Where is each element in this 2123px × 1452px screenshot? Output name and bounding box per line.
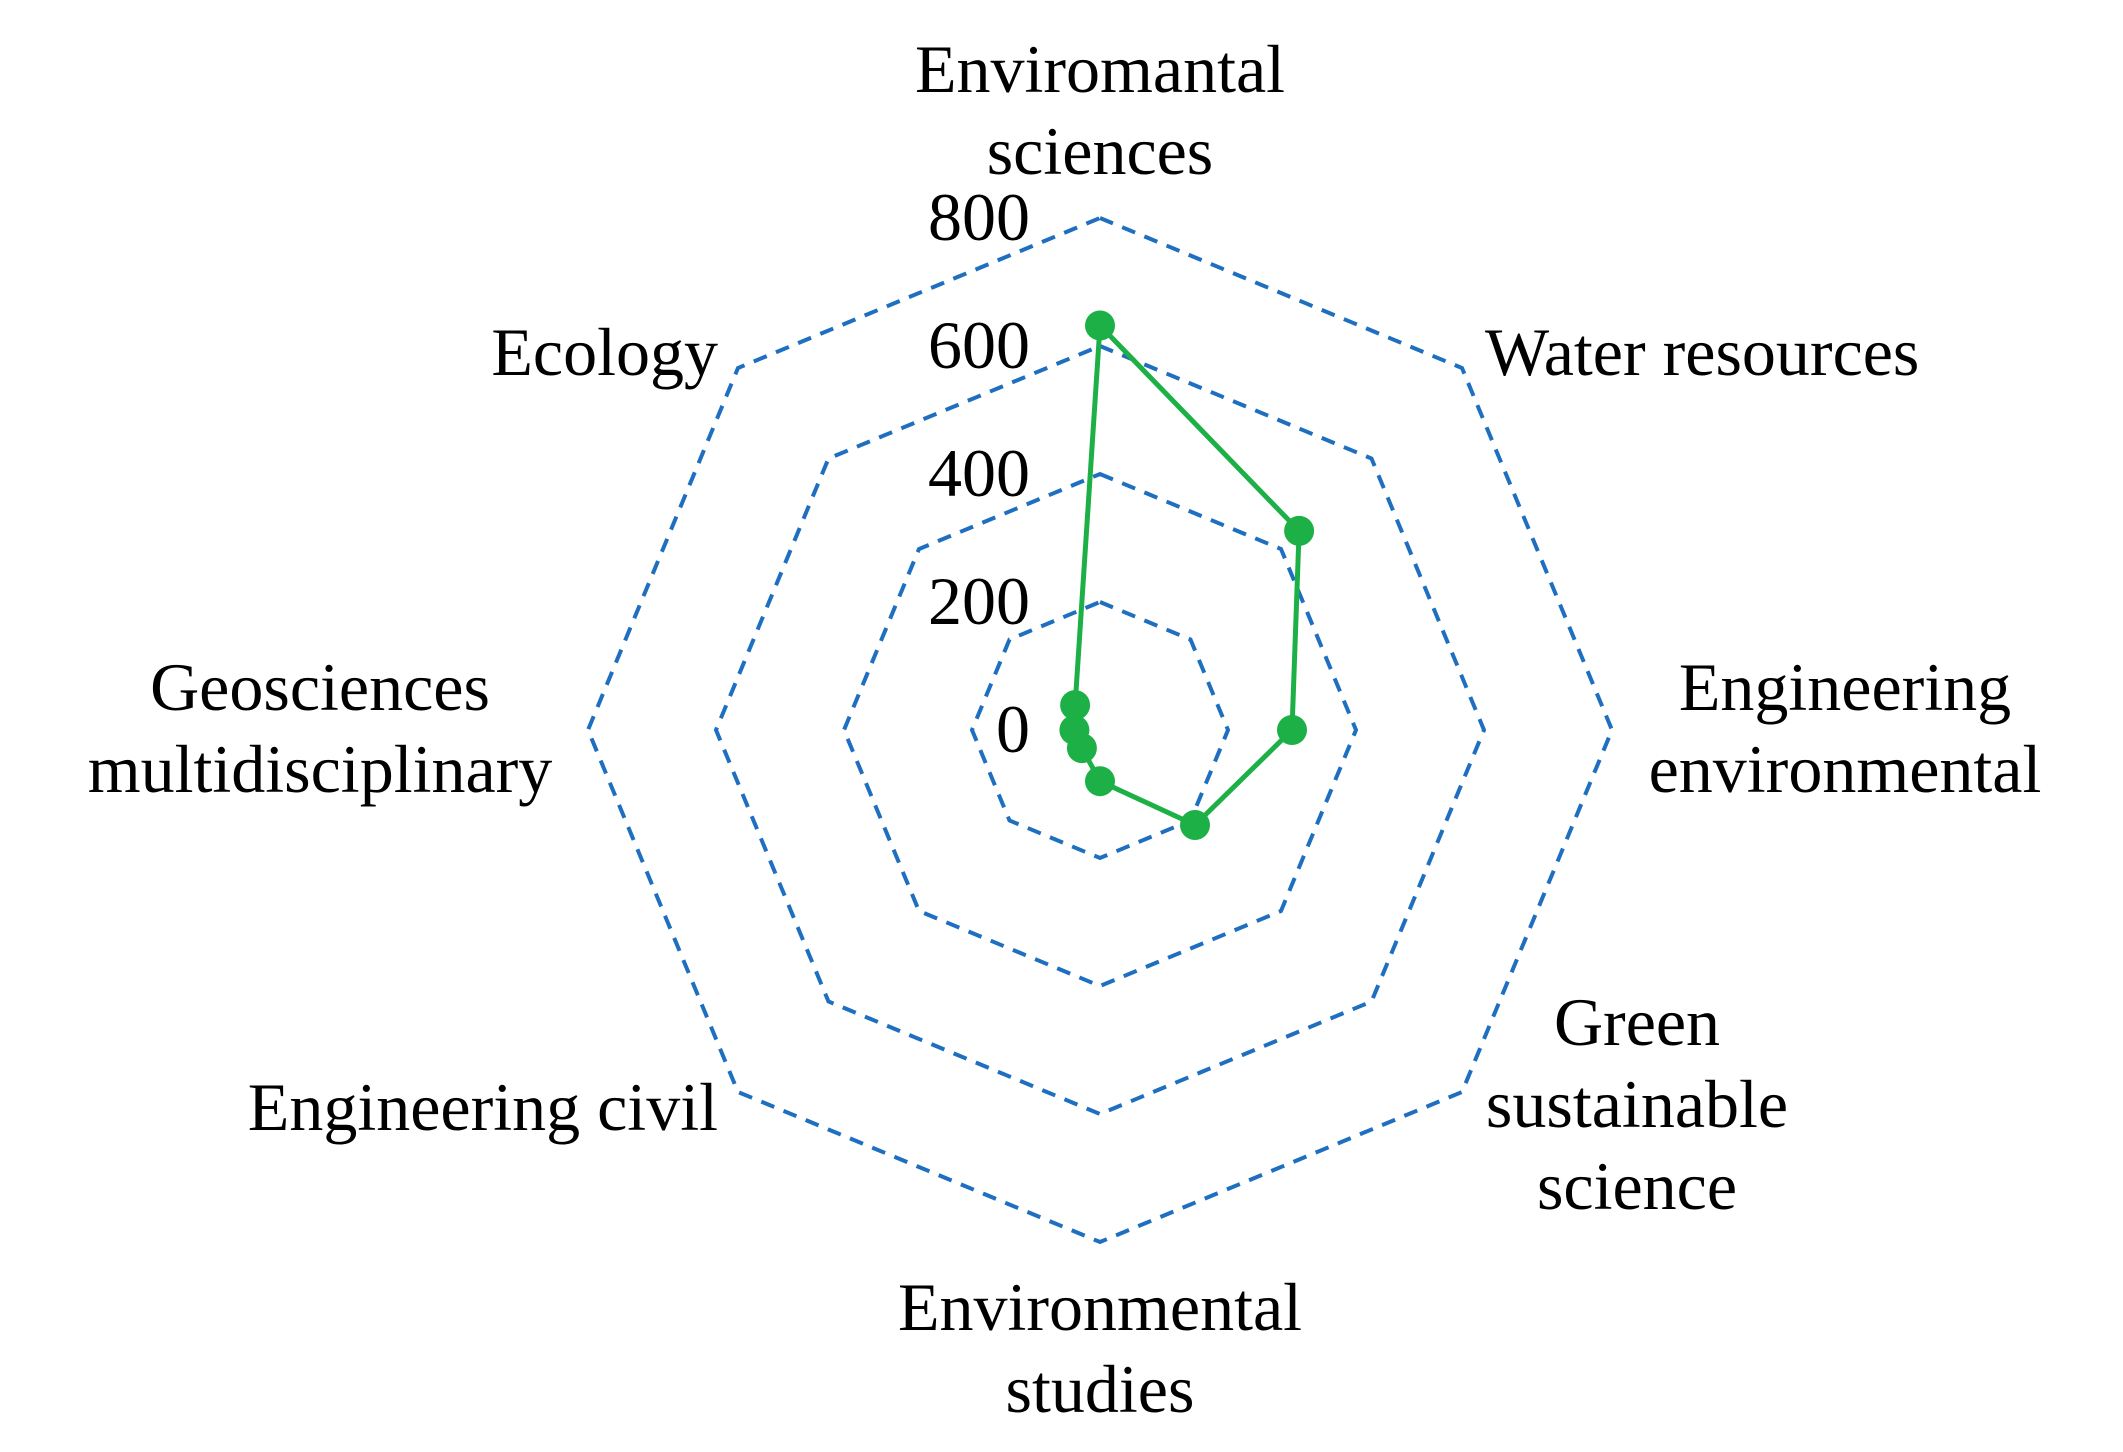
category-label-line: multidisciplinary	[88, 731, 553, 807]
data-point-0	[1085, 310, 1115, 341]
category-label-7: Ecology	[491, 314, 718, 390]
category-label-line: sciences	[987, 113, 1214, 189]
tick-label-600: 600	[928, 307, 1030, 383]
category-label-4: Environmental studies	[898, 1269, 1302, 1427]
category-label-5: Engineering civil	[248, 1069, 718, 1145]
category-label-line: environmental	[1649, 731, 2042, 807]
category-label-line: sustainable	[1486, 1066, 1788, 1142]
data-point-4	[1085, 766, 1115, 797]
category-label-line: Engineering civil	[248, 1069, 718, 1145]
radial-tick-labels: 0 200 400 600 800	[928, 179, 1030, 767]
tick-label-400: 400	[928, 435, 1030, 511]
category-label-line: Enviromantal	[915, 31, 1285, 107]
tick-label-200: 200	[928, 563, 1030, 639]
data-point-6	[1059, 715, 1090, 745]
grid-ring-200	[969, 599, 1231, 861]
category-label-line: Engineering	[1679, 649, 2011, 725]
category-labels: Enviromantal sciences Water resources Engin…	[88, 31, 2042, 1427]
grid-ring-600	[713, 343, 1487, 1117]
category-label-3: Green sustainable science	[1486, 984, 1788, 1224]
category-label-line: Green	[1554, 984, 1720, 1060]
category-label-6: Geosciences multidisciplinary	[88, 649, 553, 807]
grid-ring-400	[841, 471, 1359, 989]
category-label-0: Enviromantal sciences	[915, 31, 1285, 189]
radar-grid	[585, 215, 1615, 1245]
data-point-3	[1180, 810, 1210, 840]
category-label-line: science	[1537, 1148, 1737, 1224]
tick-label-800: 800	[928, 179, 1030, 255]
data-point-7	[1060, 690, 1091, 721]
category-label-2: Engineering environmental	[1649, 649, 2042, 807]
data-point-2	[1277, 715, 1307, 745]
category-label-line: Environmental	[898, 1269, 1302, 1345]
category-label-line: studies	[1006, 1351, 1195, 1427]
series-line-0	[1071, 323, 1302, 828]
tick-label-0: 0	[996, 691, 1030, 767]
category-label-1: Water resources	[1485, 314, 1919, 390]
data-point-1	[1284, 515, 1315, 546]
category-label-line: Geosciences	[150, 649, 490, 725]
category-label-line: Ecology	[491, 314, 718, 390]
data-series	[1059, 310, 1315, 840]
category-label-line: Water resources	[1485, 314, 1919, 390]
grid-ring-800	[585, 215, 1615, 1245]
